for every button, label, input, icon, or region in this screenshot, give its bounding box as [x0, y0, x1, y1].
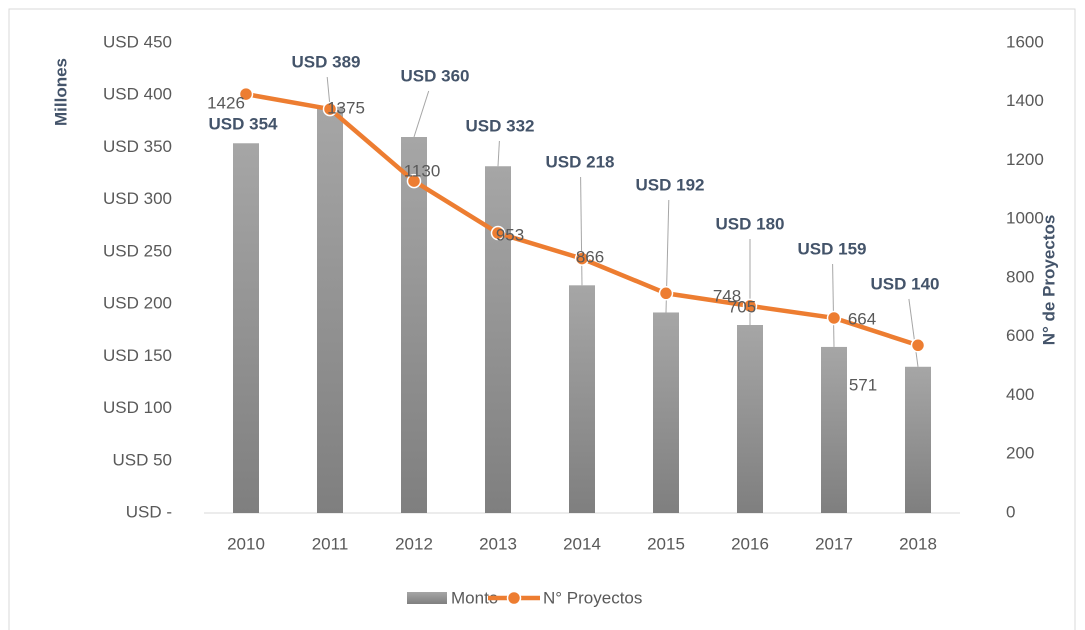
y-tick-label: USD 50: [112, 450, 172, 469]
line-value-label: 705: [728, 297, 756, 316]
y2-tick-label: 0: [1006, 502, 1015, 521]
leader-line: [580, 176, 583, 286]
y-tick-label: USD 100: [103, 398, 172, 417]
leader-line: [832, 263, 835, 347]
line-value-label: 1426: [207, 93, 245, 112]
y2-tick-label: 800: [1006, 267, 1034, 286]
y2-tick-label: 1200: [1006, 150, 1044, 169]
leader-line: [413, 90, 430, 138]
line-marker: [574, 251, 590, 266]
leader-line: [326, 76, 331, 107]
x-tick-label: 2011: [312, 534, 349, 553]
bar-value-label: USD 354: [209, 114, 279, 133]
x-tick-label: 2015: [647, 534, 685, 553]
x-tick-label: 2012: [395, 534, 433, 553]
line-value-label: 571: [849, 375, 877, 394]
y2-axis-label: N° de Proyectos: [1039, 215, 1058, 346]
bar-value-label: USD 218: [546, 152, 615, 171]
bar: [317, 106, 343, 513]
y2-tick-label: 400: [1006, 385, 1034, 404]
x-tick-label: 2016: [731, 534, 769, 553]
x-tick-label: 2010: [227, 534, 265, 553]
y2-tick-label: 200: [1006, 444, 1034, 463]
y2-tick-label: 1400: [1006, 91, 1044, 110]
line-marker: [742, 298, 758, 314]
y-tick-label: USD 200: [103, 294, 172, 313]
y-tick-label: USD 400: [103, 85, 172, 104]
bar-value-label: USD 389: [292, 52, 361, 71]
line-marker: [406, 173, 422, 189]
bar-value-label: USD 180: [716, 214, 785, 233]
chart-border: [8, 8, 1076, 630]
legend-label: N° Proyectos: [543, 588, 642, 607]
bar: [905, 366, 931, 513]
line-marker: [490, 225, 506, 241]
line-value-label: 1130: [404, 161, 441, 180]
y-tick-label: USD 450: [103, 32, 172, 51]
y2-tick-label: 1600: [1006, 32, 1044, 51]
bar: [485, 166, 511, 513]
bar-value-label: USD 159: [798, 239, 867, 258]
bar-value-label: USD 192: [636, 175, 705, 194]
bar: [233, 143, 259, 513]
bar-value-label: USD 332: [466, 116, 535, 135]
line-marker: [238, 86, 254, 102]
leader-line: [908, 298, 919, 367]
x-tick-label: 2014: [563, 534, 601, 553]
y-tick-label: USD 300: [103, 189, 172, 208]
y-tick-label: USD 150: [103, 346, 172, 365]
line-marker: [322, 101, 338, 117]
line-value-label: 866: [576, 247, 604, 266]
legend-swatch: [407, 592, 447, 604]
bar-value-label: USD 140: [871, 274, 940, 293]
y-axis-label: Millones: [51, 58, 70, 126]
line-marker: [826, 310, 842, 326]
line-marker: [658, 286, 674, 301]
legend-label: Monto: [451, 588, 498, 607]
bar: [569, 285, 595, 513]
line-value-label: 953: [496, 225, 524, 244]
y-tick-label: USD 350: [103, 137, 172, 156]
bar: [401, 137, 427, 513]
bar: [821, 346, 847, 513]
bar: [737, 325, 763, 513]
y2-tick-label: 1000: [1006, 209, 1044, 228]
line-value-label: 664: [848, 309, 876, 328]
line-value-label: 1375: [327, 98, 365, 117]
bar: [653, 312, 679, 513]
legend-marker: [506, 590, 522, 606]
y-tick-label: USD 250: [103, 241, 172, 260]
x-tick-label: 2017: [815, 534, 853, 553]
line-value-label: 748: [713, 286, 741, 305]
x-tick-label: 2018: [899, 534, 937, 553]
leader-line: [497, 140, 500, 167]
y-tick-label: USD -: [126, 502, 172, 521]
bar-value-label: USD 360: [401, 66, 470, 85]
y2-tick-label: 600: [1006, 326, 1034, 345]
line-marker: [910, 338, 926, 353]
x-tick-label: 2013: [479, 534, 517, 553]
